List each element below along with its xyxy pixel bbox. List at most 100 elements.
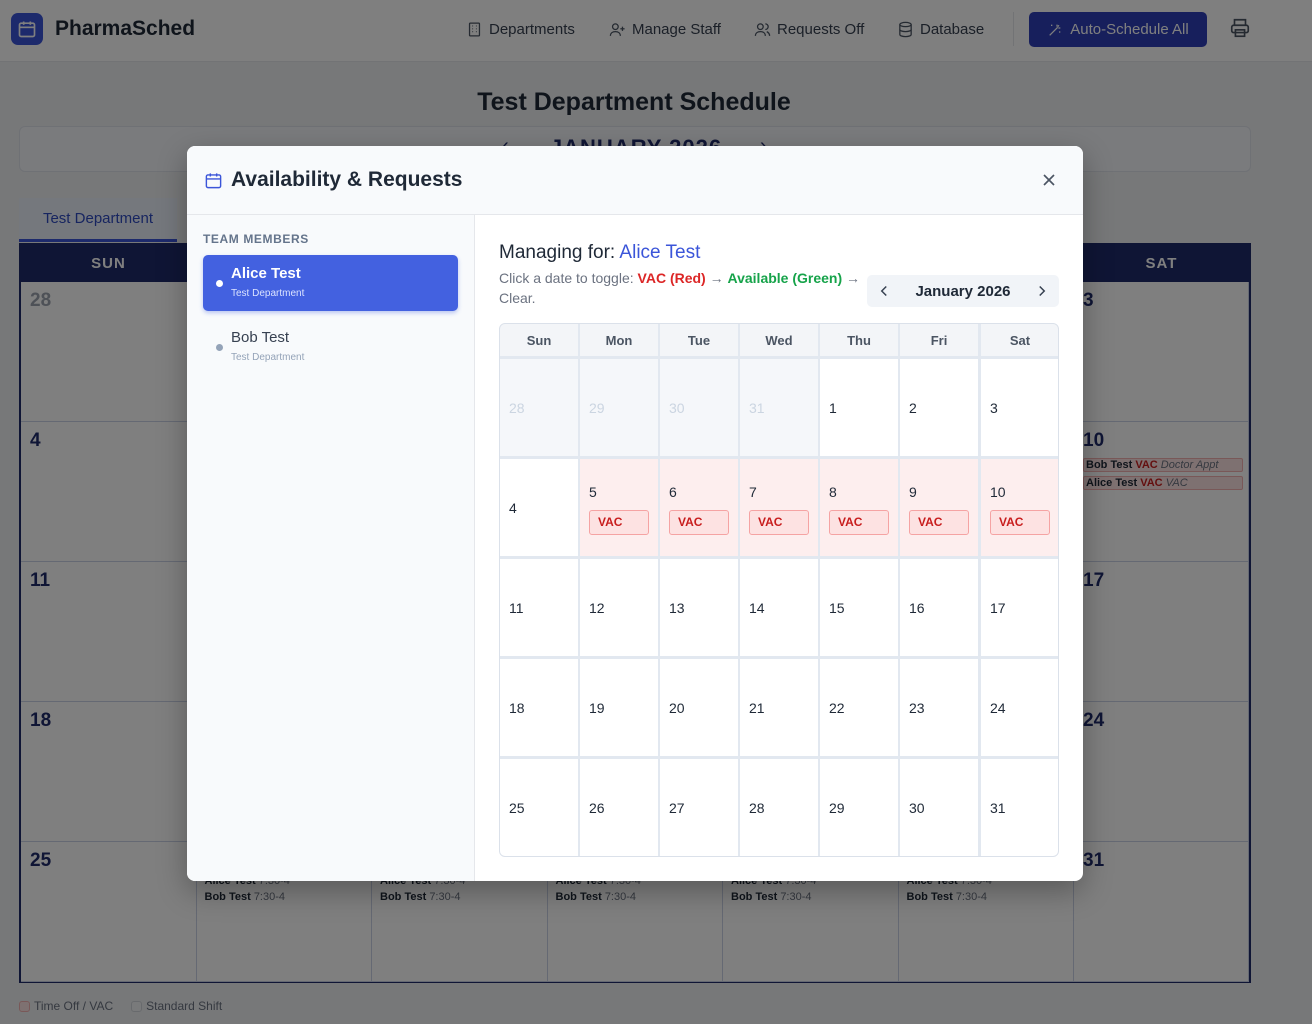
member-dot [216, 280, 223, 287]
availability-day-cell[interactable]: 16 [900, 559, 978, 656]
availability-day-cell[interactable]: 7 VAC [740, 459, 818, 556]
vac-badge: VAC [909, 510, 969, 535]
availability-day-cell[interactable]: 10 VAC [981, 459, 1058, 556]
availability-day-cell[interactable]: 28 [740, 759, 818, 856]
team-members-heading: TEAM MEMBERS [203, 232, 309, 246]
availability-day-cell[interactable]: 31 [740, 359, 818, 456]
availability-day-cell[interactable]: 20 [660, 659, 738, 756]
availability-day-cell[interactable]: 13 [660, 559, 738, 656]
availability-modal: Availability & Requests TEAM MEMBERS Ali… [187, 146, 1083, 881]
availability-day-cell[interactable]: 29 [580, 359, 658, 456]
day-number: 29 [829, 800, 845, 816]
day-number: 16 [909, 600, 925, 616]
day-number: 21 [749, 700, 765, 716]
day-number: 14 [749, 600, 765, 616]
availability-day-cell[interactable]: 18 [500, 659, 578, 756]
modal-title: Availability & Requests [231, 168, 463, 191]
availability-calendar: Sun Mon Tue Wed Thu Fri Sat 28 29 30 31 1 2 3 4 5 VAC 6 VA… [499, 323, 1059, 857]
availability-day-cell[interactable]: 15 [820, 559, 898, 656]
day-number: 1 [829, 400, 837, 416]
day-number: 29 [589, 400, 605, 416]
modal-header: Availability & Requests [187, 146, 1083, 215]
managing-name: Alice Test [619, 242, 701, 263]
day-number: 30 [669, 400, 685, 416]
availability-day-cell[interactable]: 24 [981, 659, 1058, 756]
availability-day-cell[interactable]: 2 [900, 359, 978, 456]
day-number: 31 [990, 800, 1006, 816]
availability-day-cell[interactable]: 23 [900, 659, 978, 756]
day-number: 19 [589, 700, 605, 716]
availability-day-cell[interactable]: 4 [500, 459, 578, 556]
toggle-instructions: Click a date to toggle: VAC (Red) → Avai… [499, 268, 869, 308]
availability-day-cell[interactable]: 19 [580, 659, 658, 756]
availability-day-cell[interactable]: 27 [660, 759, 738, 856]
member-alice-test[interactable]: Alice Test Test Department [203, 255, 458, 311]
availability-day-cell[interactable]: 30 [660, 359, 738, 456]
managing-for-heading: Managing for: Alice Test [499, 242, 700, 264]
day-number: 24 [990, 700, 1006, 716]
availability-day-cell[interactable]: 3 [981, 359, 1058, 456]
availability-day-cell[interactable]: 9 VAC [900, 459, 978, 556]
member-name: Bob Test [231, 329, 290, 346]
day-number: 3 [990, 400, 998, 416]
member-bob-test[interactable]: Bob Test Test Department [203, 319, 458, 375]
weekday-header: Mon [580, 324, 658, 356]
instr-available: Available (Green) [727, 270, 843, 286]
mini-month-navigator: January 2026 [867, 275, 1059, 307]
availability-day-cell[interactable]: 14 [740, 559, 818, 656]
availability-day-cell[interactable]: 17 [981, 559, 1058, 656]
day-number: 27 [669, 800, 685, 816]
team-sidebar: TEAM MEMBERS Alice Test Test Department … [187, 215, 475, 881]
vac-badge: VAC [829, 510, 889, 535]
instr-clear: → Clear. [499, 270, 861, 306]
day-number: 20 [669, 700, 685, 716]
day-number: 28 [749, 800, 765, 816]
availability-day-cell[interactable]: 31 [981, 759, 1058, 856]
vac-badge: VAC [749, 510, 809, 535]
availability-day-cell[interactable]: 1 [820, 359, 898, 456]
availability-day-cell[interactable]: 8 VAC [820, 459, 898, 556]
availability-day-cell[interactable]: 26 [580, 759, 658, 856]
chevron-left-icon[interactable] [875, 282, 893, 300]
availability-day-cell[interactable]: 29 [820, 759, 898, 856]
availability-day-cell[interactable]: 11 [500, 559, 578, 656]
availability-day-cell[interactable]: 6 VAC [660, 459, 738, 556]
day-number: 13 [669, 600, 685, 616]
calendar-icon [204, 171, 223, 190]
day-number: 4 [509, 500, 517, 516]
mini-month-label: January 2026 [915, 283, 1011, 300]
day-number: 12 [589, 600, 605, 616]
day-number: 30 [909, 800, 925, 816]
day-number: 18 [509, 700, 525, 716]
availability-day-cell[interactable]: 25 [500, 759, 578, 856]
day-number: 25 [509, 800, 525, 816]
availability-day-cell[interactable]: 30 [900, 759, 978, 856]
day-number: 2 [909, 400, 917, 416]
day-number: 6 [669, 484, 677, 500]
day-number: 23 [909, 700, 925, 716]
availability-day-cell[interactable]: 21 [740, 659, 818, 756]
member-department: Test Department [231, 352, 305, 363]
close-icon[interactable] [1039, 170, 1059, 190]
managing-prefix: Managing for: [499, 242, 616, 263]
day-number: 10 [990, 484, 1006, 500]
vac-badge: VAC [669, 510, 729, 535]
weekday-header: Fri [900, 324, 978, 356]
instr-text: Click a date to toggle: [499, 270, 638, 286]
member-name: Alice Test [231, 265, 301, 282]
weekday-header: Sat [981, 324, 1058, 356]
vac-badge: VAC [589, 510, 649, 535]
day-number: 26 [589, 800, 605, 816]
availability-panel: Managing for: Alice Test Click a date to… [475, 215, 1083, 881]
instr-arrow: → [705, 270, 728, 286]
chevron-right-icon[interactable] [1033, 282, 1051, 300]
vac-badge: VAC [990, 510, 1050, 535]
weekday-header: Tue [660, 324, 738, 356]
availability-day-cell[interactable]: 22 [820, 659, 898, 756]
day-number: 11 [509, 600, 524, 616]
availability-day-cell[interactable]: 12 [580, 559, 658, 656]
day-number: 7 [749, 484, 757, 500]
day-number: 9 [909, 484, 917, 500]
availability-day-cell[interactable]: 28 [500, 359, 578, 456]
availability-day-cell[interactable]: 5 VAC [580, 459, 658, 556]
